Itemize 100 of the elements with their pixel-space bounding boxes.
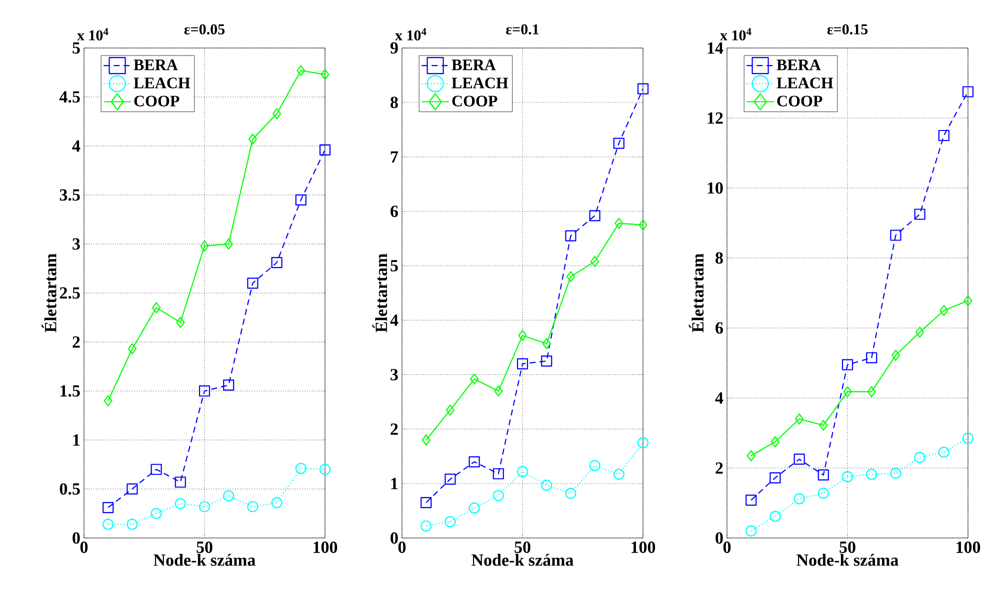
- point: [470, 373, 479, 385]
- point: [589, 210, 600, 222]
- point: [867, 386, 876, 398]
- y-tick-label: 14: [708, 42, 724, 54]
- legend-label: COOP: [777, 96, 822, 106]
- point: [444, 474, 456, 485]
- x-tick-label: 0: [398, 542, 406, 553]
- y-tick-label: 5: [390, 260, 398, 272]
- y-tick-label: 3: [390, 368, 398, 380]
- point: [150, 508, 162, 520]
- point: [637, 437, 649, 448]
- point: [247, 278, 258, 289]
- y-tick-label: 2: [390, 423, 398, 435]
- legend-label: LEACH: [452, 78, 508, 88]
- point: [492, 468, 504, 480]
- legend-label: COOP: [452, 96, 498, 106]
- point: [818, 488, 829, 499]
- y-tick-label: 5: [72, 42, 80, 54]
- point: [613, 138, 624, 149]
- point: [964, 295, 972, 306]
- y-tick-label: 12: [708, 112, 723, 124]
- point: [541, 355, 552, 367]
- point: [468, 456, 480, 468]
- text: x 10$^{4}$: [720, 28, 752, 40]
- point: [223, 380, 234, 391]
- point: [819, 420, 828, 431]
- point: [795, 413, 804, 425]
- y-tick-label: 0.5: [60, 483, 80, 495]
- x-axis-title: Node-k száma: [154, 554, 256, 566]
- y-tick-label: 2: [72, 336, 80, 348]
- point: [320, 68, 330, 80]
- point: [446, 404, 455, 416]
- x-tick-label: 0: [723, 542, 731, 553]
- point: [842, 471, 854, 482]
- point: [914, 452, 926, 464]
- y-axis-title: Élettartam: [372, 254, 388, 332]
- chart-title: ε=0.15: [827, 24, 868, 34]
- point: [794, 493, 805, 504]
- chart-title: ε=0.1: [506, 24, 539, 34]
- point: [150, 464, 162, 475]
- point: [843, 386, 852, 398]
- y-tick-label: 4.5: [59, 91, 80, 103]
- point: [516, 466, 528, 478]
- point: [914, 208, 926, 220]
- point: [198, 385, 210, 397]
- point: [890, 230, 902, 241]
- point: [224, 238, 233, 250]
- point: [296, 64, 306, 76]
- point: [541, 480, 552, 491]
- y-tick-label: 4: [390, 314, 398, 326]
- y-axis-title: Élettartam: [42, 254, 56, 332]
- text: x 10$^{4}$: [77, 28, 108, 40]
- legend-label: LEACH: [134, 78, 190, 88]
- y-tick-label: 6: [716, 322, 723, 334]
- point: [319, 144, 331, 156]
- y-tick-label: 4: [72, 140, 80, 152]
- x-tick-label: 100: [956, 542, 980, 553]
- point: [915, 326, 924, 338]
- point: [613, 468, 624, 480]
- x-tick-label: 50: [840, 542, 856, 553]
- point: [198, 501, 210, 512]
- point: [152, 302, 161, 314]
- y-tick-label: 1: [73, 434, 80, 446]
- point: [102, 518, 114, 530]
- point: [614, 218, 624, 229]
- point: [271, 257, 282, 268]
- x-tick-label: 100: [632, 542, 656, 553]
- point: [890, 468, 902, 479]
- point: [492, 490, 504, 502]
- chart-title: ε=0.05: [184, 24, 225, 34]
- point: [746, 450, 756, 462]
- x-tick-label: 0: [80, 542, 88, 553]
- y-tick-label: 4: [715, 392, 724, 404]
- point: [319, 464, 331, 475]
- point: [420, 497, 432, 508]
- point: [295, 194, 306, 206]
- point: [590, 256, 600, 267]
- y-tick-label: 3: [72, 238, 80, 250]
- y-tick-label: 0: [390, 532, 398, 544]
- point: [542, 338, 551, 350]
- point: [566, 271, 575, 282]
- point: [940, 304, 948, 316]
- point: [128, 343, 137, 354]
- text: x 10$^{4}$: [395, 28, 426, 40]
- point: [444, 516, 456, 528]
- y-tick-label: 7: [390, 151, 398, 162]
- point: [962, 86, 974, 98]
- point: [589, 460, 600, 472]
- point: [866, 468, 878, 480]
- point: [866, 352, 878, 364]
- y-tick-label: 0: [716, 532, 723, 544]
- point: [176, 316, 185, 328]
- point: [746, 494, 757, 506]
- point: [746, 525, 757, 537]
- y-tick-label: 10: [708, 182, 723, 194]
- y-tick-label: 0: [72, 532, 80, 544]
- legend-label: COOP: [134, 96, 180, 106]
- point: [516, 358, 528, 370]
- point: [272, 108, 282, 120]
- point: [102, 502, 114, 514]
